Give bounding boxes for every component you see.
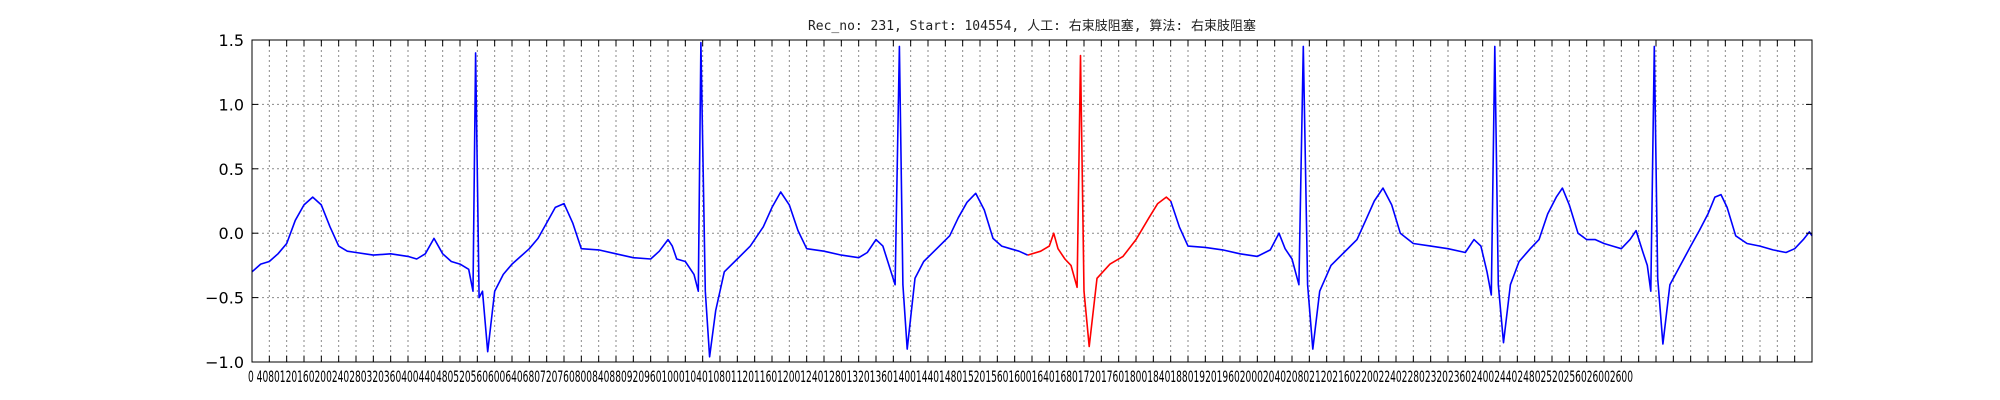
y-tick-label: −0.5: [205, 289, 244, 308]
ecg-series-2: [1027, 54, 1172, 348]
x-axis: 0 40801201602002402803203604004404805205…: [248, 40, 1813, 386]
grid-lines: [252, 40, 1812, 362]
y-axis: −1.0 −0.5 0.0 0.5 1.0 1.5: [205, 31, 1812, 372]
y-tick-label: 0.0: [219, 224, 244, 243]
ecg-series-3: [1169, 45, 1813, 350]
ecg-series-1: [251, 41, 1029, 358]
y-tick-label: 0.5: [219, 160, 244, 179]
y-tick-label: 1.5: [219, 31, 244, 50]
ecg-series-group: [251, 41, 1813, 358]
y-tick-label: 1.0: [219, 95, 244, 114]
chart-title: Rec_no: 231, Start: 104554, 人工: 右束肢阻塞, 算…: [808, 18, 1256, 34]
y-tick-label: −1.0: [205, 353, 244, 372]
x-tick-labels: 0 40801201602002402803203604004404805205…: [248, 367, 1633, 386]
